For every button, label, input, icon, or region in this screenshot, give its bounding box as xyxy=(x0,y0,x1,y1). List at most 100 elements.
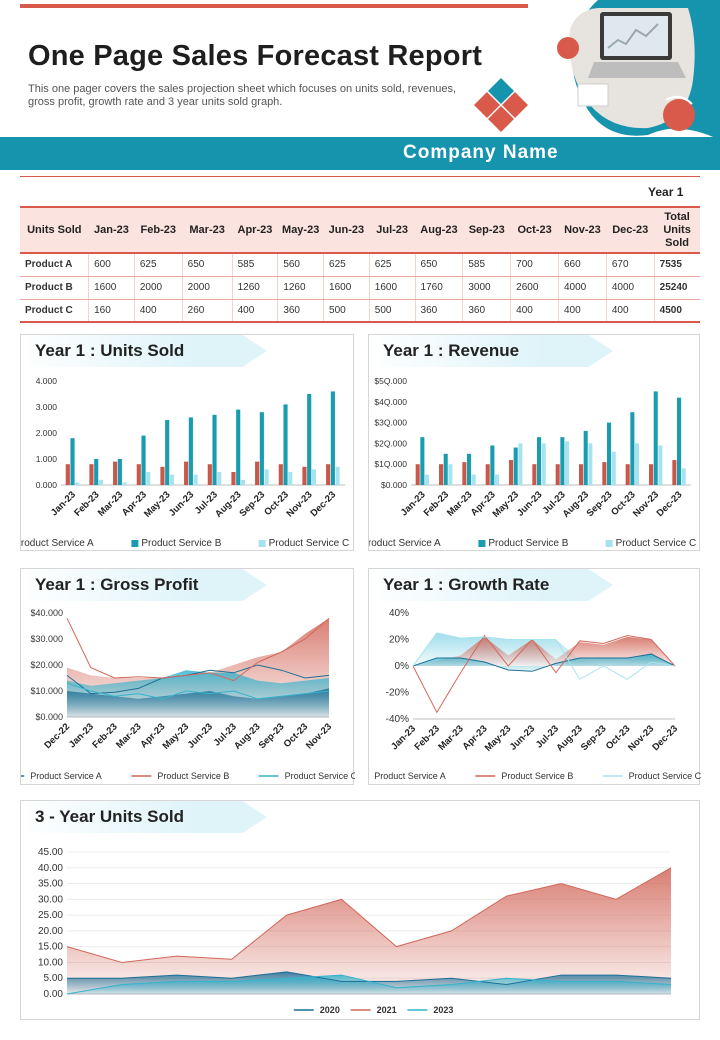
x-tick-label: Jan-23 xyxy=(389,723,418,752)
column-header: Jun-23 xyxy=(323,206,370,254)
column-header: Oct-23 xyxy=(510,206,559,254)
y-tick-label: 25.00 xyxy=(38,910,63,921)
y-tick-label: 40% xyxy=(389,608,409,619)
bar xyxy=(625,464,630,485)
series-line xyxy=(412,653,676,672)
bar xyxy=(653,391,658,485)
y-tick-label: 2.000 xyxy=(36,428,58,438)
y-tick-label: $0.000 xyxy=(35,712,63,722)
value-cell: 625 xyxy=(368,253,416,277)
y-tick-label: 10.00 xyxy=(38,957,63,968)
page-title: One Page Sales Forecast Report xyxy=(28,40,483,72)
value-cell: 585 xyxy=(462,253,511,277)
bar xyxy=(184,461,189,485)
x-tick-label: Jun-23 xyxy=(167,489,196,518)
section-divider xyxy=(20,176,700,177)
x-tick-label: Aug-23 xyxy=(561,489,592,520)
x-tick-label: Nov-23 xyxy=(284,489,314,519)
legend-label: Product Service C xyxy=(629,771,701,781)
bar xyxy=(649,464,654,485)
x-tick-label: May-23 xyxy=(161,721,192,752)
page-subtitle: This one pager covers the sales projecti… xyxy=(28,83,457,108)
x-tick-label: Mar-23 xyxy=(114,721,143,750)
bar xyxy=(490,445,495,485)
x-tick-label: Feb-23 xyxy=(72,489,101,518)
bar xyxy=(236,409,241,485)
bar xyxy=(420,437,425,485)
total-cell: 7535 xyxy=(653,253,700,277)
three-year-title: 3 - Year Units Sold xyxy=(21,801,267,833)
legend-label: Product Service A xyxy=(30,771,102,781)
y-tick-label: $3Q.000 xyxy=(374,418,407,428)
value-cell: 400 xyxy=(558,299,607,323)
bar xyxy=(537,437,542,485)
y-tick-label: $4Q.000 xyxy=(374,397,407,407)
bar xyxy=(439,464,444,485)
company-banner xyxy=(0,137,720,170)
y-tick-label: 15.00 xyxy=(38,942,63,953)
legend-label: 2023 xyxy=(433,1005,453,1015)
y-tick-label: 35.00 xyxy=(38,879,63,890)
bar xyxy=(658,445,663,485)
x-tick-label: Feb-23 xyxy=(413,723,442,752)
bar xyxy=(495,474,500,485)
value-cell: 400 xyxy=(510,299,559,323)
x-tick-label: Nov-23 xyxy=(626,723,656,753)
bar xyxy=(513,447,518,485)
value-cell: 585 xyxy=(231,253,278,277)
y-tick-label: 5.00 xyxy=(44,973,64,984)
column-header: Total Units Sold xyxy=(654,206,700,254)
bar xyxy=(471,474,476,485)
legend-label: Product Service B xyxy=(141,538,221,549)
bar xyxy=(240,479,245,485)
y-tick-label: $0.000 xyxy=(381,480,407,490)
column-header: Aug-23 xyxy=(415,206,463,254)
bar xyxy=(136,464,141,485)
value-cell: 3000 xyxy=(462,276,511,300)
bar xyxy=(65,464,70,485)
y-tick-label: 30.00 xyxy=(38,894,63,905)
table-row: Product C 160 400 260 400 360 500 500 360 360 400 4… xyxy=(20,299,700,323)
revenue-chart: $0.000 $1Q.000 $2Q.000 $3Q.000 $4Q.000 $5Q.00… xyxy=(369,376,696,549)
bar xyxy=(583,430,588,485)
bar xyxy=(509,460,514,485)
value-cell: 260 xyxy=(181,299,233,323)
bar xyxy=(307,394,312,485)
y-tick-label: 20% xyxy=(389,635,409,646)
value-cell: 1760 xyxy=(414,276,463,300)
value-cell: 1600 xyxy=(368,276,416,300)
bar xyxy=(259,412,264,485)
x-tick-label: Dec-23 xyxy=(308,489,338,519)
legend-label: Product Service C xyxy=(285,771,355,781)
x-tick-label: May-23 xyxy=(142,489,173,520)
value-cell: 625 xyxy=(133,253,183,277)
bar xyxy=(611,451,616,485)
bar xyxy=(330,391,335,485)
bar xyxy=(415,464,420,485)
bar xyxy=(283,404,288,485)
x-tick-label: Nov-23 xyxy=(631,489,661,519)
value-cell: 660 xyxy=(558,253,607,277)
series-line xyxy=(66,682,330,700)
y-tick-label: $30.000 xyxy=(30,634,63,644)
company-name: Company Name xyxy=(403,142,559,163)
legend-label: Product Service C xyxy=(269,538,350,549)
bar xyxy=(462,462,467,485)
legend-label: Product Service A xyxy=(21,538,94,549)
bar xyxy=(681,468,686,485)
bar xyxy=(89,464,94,485)
column-header: Dec-23 xyxy=(606,206,655,254)
legend-label: Product Service B xyxy=(157,771,229,781)
bar xyxy=(122,482,127,485)
y-tick-label: $1Q.000 xyxy=(374,459,407,469)
bar xyxy=(560,437,565,485)
table-header-row: Units Sold Jan-23 Feb-23 Mar-23 Apr-23 May-23… xyxy=(20,206,700,254)
y-tick-label: 3.000 xyxy=(36,402,58,412)
value-cell: 600 xyxy=(88,253,135,277)
header-accent-line xyxy=(20,4,528,8)
value-cell: 400 xyxy=(133,299,183,323)
series-line xyxy=(412,634,676,714)
series-line xyxy=(412,632,676,680)
x-tick-label: Dec-23 xyxy=(655,489,685,519)
legend-label: Product Service B xyxy=(488,538,568,549)
